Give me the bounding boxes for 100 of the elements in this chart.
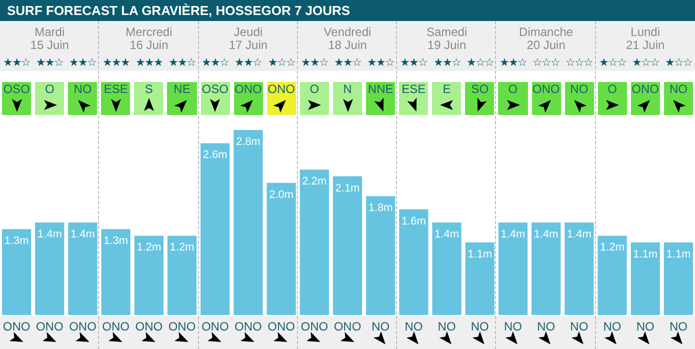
x-tick-label: ONO [102,320,130,334]
bar [332,176,362,315]
data-label: 1.6m [401,215,426,228]
text: ★☆☆ [465,56,494,69]
data-label: 2.6m [202,149,228,162]
text: Jeudi [232,25,264,39]
data-label: 1.2m [170,242,194,254]
bar [68,222,98,315]
x-tick-label: ONO [268,320,295,334]
wind-box: NO [564,82,594,115]
text: 21 Juin [624,38,666,52]
wind-box: OSO [2,82,32,115]
text: ★★☆ [68,56,98,69]
bar [598,236,627,315]
bar [101,229,130,315]
wind-box: O [300,82,329,115]
text: ★★☆ [300,56,329,69]
bar [664,242,694,315]
text: ☆☆☆ [564,56,594,69]
text: ★☆☆ [266,56,296,69]
text: ★★☆ [2,56,32,69]
data-label: 1.3m [104,235,128,248]
data-label: 1.4m [70,228,95,240]
bar [432,222,462,315]
wind-box: ONO [234,82,263,115]
data-label: 1.3m [4,235,29,248]
text: 15 Juin [29,38,70,52]
bar [366,196,396,315]
wind-box: ESE [399,82,428,115]
data-label: 1.1m [666,248,691,260]
text: ★★☆ [432,56,462,69]
text: Lundi [630,25,662,39]
data-label: 2.0m [269,188,294,201]
text: ★☆☆ [598,56,627,69]
data-label: 1.4m [37,228,62,240]
text: Vendredi [322,25,372,39]
bar [35,222,64,315]
data-label: 1.1m [468,248,492,260]
x-tick-label: NO [570,320,588,334]
text: ★★☆ [168,56,197,69]
text: ★★☆ [35,56,64,69]
data-label: 1.4m [566,228,592,240]
bar [234,130,263,315]
wind-box: N [332,82,362,115]
x-tick-label: NO [470,320,489,334]
bar [399,209,428,315]
wind-box: ESE [101,82,130,115]
text: ★★☆ [200,56,230,69]
data-label: 2.8m [236,136,260,148]
x-tick-label: NO [504,320,522,334]
x-tick-label: NO [669,320,688,334]
wind-box: O [35,82,64,115]
data-label: 1.1m [633,248,658,260]
data-label: 1.4m [434,228,460,240]
wind-box: O [498,82,528,115]
wind-box: OSO [200,82,230,115]
x-tick-label: NO [372,320,390,334]
bar [465,242,494,315]
text: 19 Juin [426,38,468,52]
x-tick-label: ONO [300,320,328,334]
bar [564,222,594,315]
x-tick-label: ONO [135,320,163,334]
x-tick-label: NO [404,320,423,334]
text: ★★☆ [399,56,428,69]
x-tick-label: NO [636,320,654,334]
text: ★★☆ [498,56,528,69]
text: Mercredi [124,25,174,39]
text: Samedi [425,25,468,39]
bar [134,236,164,315]
x-tick-label: ONO [168,320,196,334]
wind-box: O [598,82,627,115]
bar [300,170,329,315]
text: ☆☆☆ [532,56,561,69]
data-label: 1.8m [368,202,393,214]
x-tick-label: ONO [69,320,96,334]
x-tick-label: ONO [334,320,362,334]
bar [266,182,296,315]
wind-box: ONO [266,82,296,115]
bar [167,236,197,315]
data-label: 1.2m [600,242,624,254]
wind-box: NO [68,82,98,115]
x-tick-label: NO [438,320,456,334]
bar [498,222,528,315]
wind-box: NO [664,82,693,115]
text: 20 Juin [526,38,566,52]
x-tick-label: NO [537,320,556,334]
bar [630,242,660,315]
wind-box: SO [465,82,494,115]
x-tick-label: ONO [234,320,262,334]
wind-box: S [134,82,164,115]
text: 18 Juin [327,38,368,52]
wind-box: NNE [366,82,396,115]
data-label: 2.1m [335,182,360,194]
x-tick-label: NO [603,320,622,334]
x-tick-label: ONO [36,320,64,334]
wind-box: E [432,82,462,115]
wind-box: ONO [532,82,561,115]
text: 16 Juin [128,38,170,52]
text: ★☆☆ [630,56,660,69]
x-tick-label: ONO [201,320,229,334]
